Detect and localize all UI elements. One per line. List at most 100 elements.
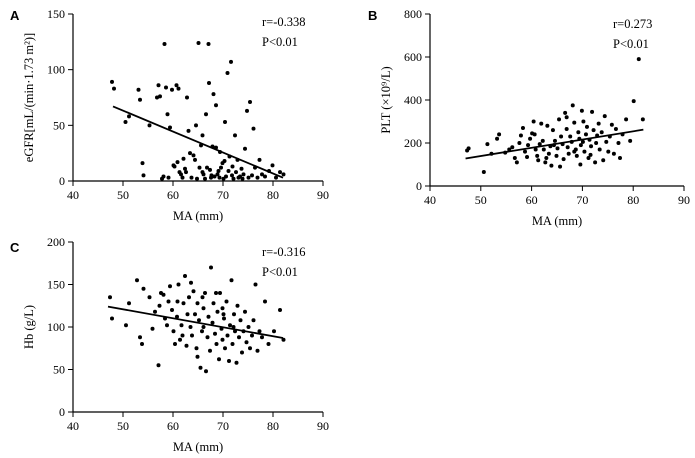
data-point-a	[166, 175, 171, 180]
data-point-a	[229, 59, 233, 64]
data-point-a	[189, 175, 194, 180]
data-point-a	[215, 172, 220, 177]
data-point-b	[558, 164, 563, 169]
data-point-c	[138, 335, 142, 340]
data-point-c	[224, 299, 229, 304]
x-tick-label-c: 90	[317, 419, 329, 433]
x-tick-label-c: 70	[217, 419, 229, 433]
data-point-c	[220, 306, 225, 311]
regression-line-a	[112, 105, 284, 179]
data-point-c	[220, 337, 225, 342]
data-point-b	[572, 149, 577, 154]
data-point-a	[234, 170, 238, 175]
x-tick-label-a: 50	[117, 188, 129, 202]
data-point-b	[531, 119, 536, 124]
data-point-b	[628, 138, 633, 143]
y-tick-label-c: 200	[47, 235, 65, 249]
data-point-a	[172, 164, 177, 169]
data-point-c	[205, 335, 210, 340]
data-point-b	[495, 136, 500, 141]
data-point-a	[260, 172, 264, 177]
data-point-b	[561, 157, 566, 162]
data-point-b	[594, 141, 599, 145]
data-point-a	[180, 175, 185, 180]
data-point-a	[226, 168, 231, 173]
data-point-b	[549, 163, 554, 168]
data-point-c	[272, 329, 276, 334]
data-point-c	[208, 348, 212, 353]
data-point-b	[497, 132, 502, 137]
x-tick-label-c: 60	[167, 419, 179, 433]
data-point-c	[228, 323, 232, 328]
data-point-c	[235, 303, 240, 308]
data-point-a	[230, 164, 235, 169]
data-point-c	[201, 325, 206, 329]
x-axis-title-c: MA (mm)	[173, 440, 223, 454]
data-point-b	[631, 99, 636, 104]
data-point-b	[584, 124, 589, 129]
data-point-a	[217, 175, 222, 180]
data-point-a	[168, 125, 172, 130]
y-axis-title-a: eGFR[mL/(min·1.73 m²)]	[22, 33, 36, 162]
y-axis-title-c: Hb (g/L)	[22, 305, 36, 349]
data-point-c	[127, 301, 131, 306]
x-tick-label-b: 80	[627, 193, 639, 207]
r-value-b: r=0.273	[613, 17, 652, 31]
data-point-c	[218, 291, 222, 295]
data-point-a	[263, 174, 267, 179]
data-point-b	[586, 156, 591, 161]
data-point-a	[186, 128, 191, 133]
data-point-c	[185, 312, 190, 317]
data-point-b	[466, 146, 471, 151]
data-point-c	[165, 323, 169, 328]
data-point-b	[591, 128, 596, 133]
data-point-c	[210, 320, 215, 325]
data-point-a	[179, 172, 183, 177]
data-point-a	[193, 157, 197, 162]
data-point-a	[251, 126, 256, 131]
data-point-c	[248, 346, 252, 351]
data-point-a	[138, 97, 142, 102]
data-point-a	[197, 165, 202, 170]
data-point-c	[108, 295, 112, 300]
data-point-c	[195, 301, 200, 306]
data-point-a	[270, 163, 275, 168]
data-point-c	[230, 342, 235, 346]
data-point-c	[166, 299, 171, 304]
data-point-c	[246, 325, 251, 329]
data-point-c	[198, 365, 203, 370]
x-tick-label-b: 60	[526, 193, 538, 207]
data-point-c	[204, 369, 208, 374]
data-point-b	[540, 138, 545, 143]
data-point-b	[602, 114, 607, 119]
data-point-a	[164, 85, 168, 90]
regression-line-b	[465, 128, 644, 160]
panel-label-c: C	[10, 240, 20, 255]
data-point-c	[141, 286, 146, 291]
data-point-c	[187, 295, 191, 300]
data-point-b	[624, 117, 629, 122]
data-point-c	[175, 314, 179, 319]
data-point-a	[212, 174, 217, 179]
data-point-b	[570, 103, 575, 108]
data-point-c	[183, 274, 187, 278]
data-point-a	[155, 95, 159, 100]
data-point-a	[239, 166, 244, 171]
data-point-a	[211, 92, 216, 97]
data-point-b	[582, 149, 587, 154]
data-point-a	[243, 146, 247, 151]
data-point-a	[208, 167, 212, 172]
data-point-c	[176, 282, 181, 287]
data-point-b	[555, 146, 560, 151]
p-value-a: P<0.01	[262, 35, 298, 49]
data-point-b	[536, 158, 541, 163]
data-point-a	[158, 94, 162, 99]
data-point-b	[559, 134, 564, 139]
x-tick-label-b: 40	[424, 193, 436, 207]
data-point-a	[222, 158, 227, 163]
data-point-c	[243, 309, 247, 314]
data-point-a	[123, 119, 128, 124]
data-point-c	[188, 325, 193, 329]
data-point-c	[110, 316, 114, 321]
